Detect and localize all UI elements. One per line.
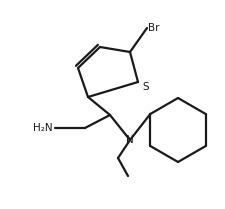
Text: Br: Br	[147, 23, 159, 33]
Text: H₂N: H₂N	[33, 123, 53, 133]
Text: S: S	[141, 82, 148, 92]
Text: N: N	[126, 135, 133, 145]
